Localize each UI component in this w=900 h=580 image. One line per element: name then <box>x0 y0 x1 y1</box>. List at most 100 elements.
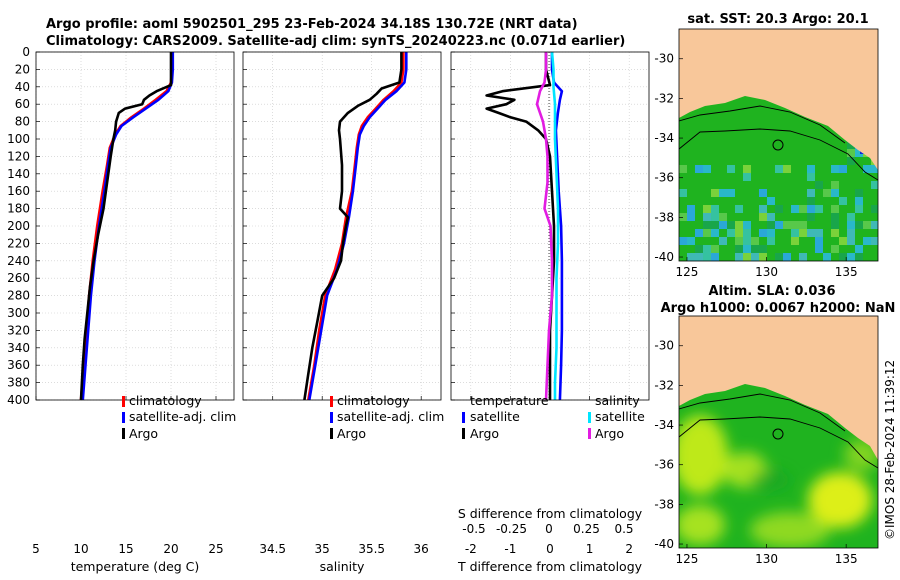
sst-pixel <box>863 165 871 173</box>
sst-pixel <box>711 189 719 197</box>
y-tick-label: 300 <box>7 306 30 320</box>
sst-pixel <box>855 245 863 253</box>
sst-pixel <box>735 245 743 253</box>
sst-pixel <box>847 253 855 261</box>
map-y-tick-label: -40 <box>654 250 674 264</box>
difference-panel: -2 -1 0 1 2 T difference from climatology S … <box>450 51 650 574</box>
sst-pixel <box>711 229 719 237</box>
sst-pixel <box>735 229 743 237</box>
sst-map-image <box>679 29 878 261</box>
legend-argo: Argo <box>337 426 366 441</box>
sst-pixel <box>775 165 783 173</box>
map-y-tick-label: -30 <box>654 52 674 66</box>
x-tick-label: 10 <box>73 542 88 556</box>
sst-pixel <box>839 197 847 205</box>
sst-pixel <box>775 205 783 213</box>
y-tick-label: 100 <box>7 132 30 146</box>
y-tick-label: 400 <box>7 393 30 407</box>
sst-pixel <box>831 181 839 189</box>
x-tick-label: -1 <box>504 542 516 556</box>
sst-pixel <box>735 221 743 229</box>
legend-swatch-argo <box>330 428 333 439</box>
sst-pixel <box>815 213 823 221</box>
sst-pixel <box>799 205 807 213</box>
sst-pixel <box>807 173 815 181</box>
sst-pixel <box>807 213 815 221</box>
sst-pixel <box>831 245 839 253</box>
sst-pixel <box>719 181 727 189</box>
sst-map-frame <box>678 28 879 262</box>
sst-pixel <box>743 229 751 237</box>
y-tick-label: 340 <box>7 341 30 355</box>
sst-pixel <box>847 229 855 237</box>
sst-pixel <box>751 237 759 245</box>
difference-xlabel: T difference from climatology <box>457 559 643 574</box>
map-x-tick-label: 125 <box>676 552 699 566</box>
sst-pixel <box>703 221 711 229</box>
y-tick-label: 60 <box>15 97 30 111</box>
salinity-panel: 34.5 35 35.5 36 salinity climatology satell… <box>242 51 444 574</box>
sst-pixel <box>703 229 711 237</box>
y-tick-label: 40 <box>15 80 30 94</box>
legend-swatch-climatology <box>122 396 125 407</box>
sst-pixel <box>735 237 743 245</box>
map-y-tick-label: -30 <box>654 339 674 353</box>
sst-pixel <box>719 189 727 197</box>
sst-pixel <box>727 229 735 237</box>
legend-swatch-satellite-adj <box>330 412 333 423</box>
sst-pixel <box>735 253 743 261</box>
map-x-tick-label: 130 <box>755 552 778 566</box>
y-tick-label: 200 <box>7 219 30 233</box>
x-tick-label: -2 <box>465 542 477 556</box>
sst-pixel <box>799 229 807 237</box>
y-tick-label: 380 <box>7 376 30 390</box>
y-tick-label: 260 <box>7 271 30 285</box>
map-x-tick-label: 125 <box>676 265 699 279</box>
legend-t-satellite: satellite <box>470 409 520 424</box>
map-y-tick-label: -36 <box>654 458 674 472</box>
sst-pixel <box>759 229 767 237</box>
sst-pixel <box>855 221 863 229</box>
sst-pixel <box>791 229 799 237</box>
legend-s-argo: Argo <box>595 426 624 441</box>
map-y-tick-label: -32 <box>654 378 674 392</box>
sst-pixel <box>695 229 703 237</box>
legend-swatch-satellite-adj <box>122 412 125 423</box>
sla-map-image <box>679 316 878 548</box>
sst-pixel <box>855 181 863 189</box>
top-x-tick-label: 0.25 <box>573 522 600 536</box>
argo-location-marker <box>772 428 784 440</box>
sst-pixel <box>767 213 775 221</box>
temperature-xlabel: temperature (deg C) <box>71 559 200 574</box>
sst-pixel <box>711 253 719 261</box>
sst-pixel <box>743 165 751 173</box>
x-tick-label: 15 <box>118 542 133 556</box>
map-x-tick-label: 130 <box>755 265 778 279</box>
sst-pixel <box>703 213 711 221</box>
map-y-tick-label: -40 <box>654 537 674 551</box>
sst-pixel <box>687 253 695 261</box>
sst-pixel <box>855 213 863 221</box>
legend-s-satellite: satellite <box>595 409 645 424</box>
sst-pixel <box>679 237 687 245</box>
legend-swatch-s-satellite <box>588 412 591 423</box>
sst-pixel <box>759 189 767 197</box>
top-x-tick-label: -0.5 <box>462 522 485 536</box>
depth-contour <box>679 128 878 181</box>
legend-satellite-adj: satellite-adj. clim <box>129 409 236 424</box>
x-tick-label: 35.5 <box>358 542 385 556</box>
sst-pixel <box>679 165 687 173</box>
depth-contour <box>679 416 878 469</box>
sst-pixel <box>711 237 719 245</box>
sst-pixel <box>855 205 863 213</box>
sst-pixel <box>751 205 759 213</box>
sst-pixel <box>815 181 823 189</box>
legend-climatology: climatology <box>337 393 410 408</box>
sst-pixel <box>791 237 799 245</box>
sst-pixel <box>807 205 815 213</box>
sst-pixel <box>687 229 695 237</box>
sst-pixel <box>839 165 847 173</box>
coast-contour <box>679 393 846 432</box>
salinity-axes-frame <box>242 51 442 401</box>
